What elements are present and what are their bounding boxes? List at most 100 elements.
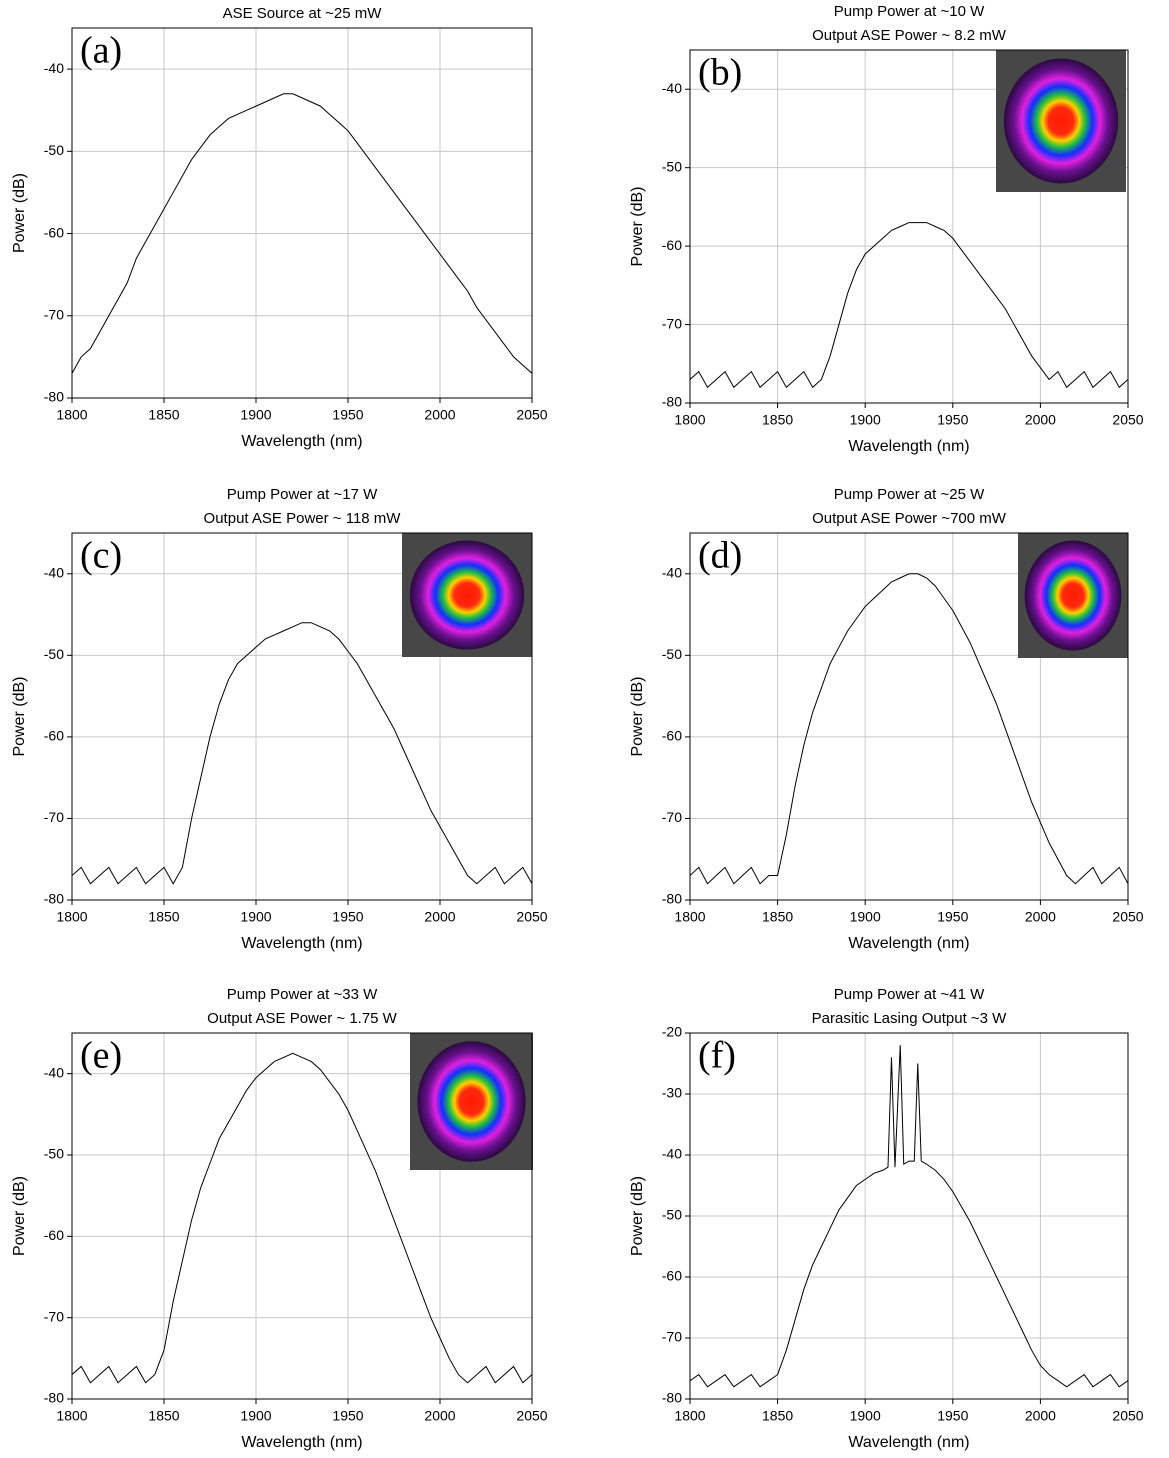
y-axis-label: Power (dB) (11, 1176, 28, 1256)
x-axis-label: Wavelength (nm) (241, 433, 362, 450)
panel-label: (e) (80, 1035, 122, 1077)
x-tick-label: 1800 (674, 412, 705, 428)
chart-title: Pump Power at ~10 W (834, 3, 985, 20)
y-tick-label: -80 (662, 891, 682, 907)
y-axis-label: Power (dB) (629, 1176, 646, 1256)
x-tick-label: 2000 (424, 909, 455, 925)
x-tick-label: 1900 (240, 909, 271, 925)
plot-frame (689, 1032, 1129, 1400)
y-tick-label: -60 (662, 728, 682, 744)
y-tick-label: -40 (662, 1146, 682, 1162)
x-axis-label: Wavelength (nm) (848, 1434, 969, 1451)
x-tick-label: 1850 (762, 909, 793, 925)
y-tick-label: -80 (662, 1390, 682, 1406)
chart-subtitle: Output ASE Power ~ 8.2 mW (812, 27, 1007, 44)
y-tick-label: -70 (662, 809, 682, 825)
panel-label: (a) (80, 30, 122, 72)
x-tick-label: 1900 (850, 1408, 881, 1424)
panel-label: (d) (698, 535, 742, 577)
y-tick-label: -60 (662, 1268, 682, 1284)
chart-subtitle: Parasitic Lasing Output ~3 W (812, 1010, 1008, 1027)
y-tick-label: -30 (662, 1085, 682, 1101)
x-tick-label: 1800 (56, 909, 87, 925)
x-tick-label: 1900 (850, 909, 881, 925)
x-axis-label: Wavelength (nm) (241, 935, 362, 952)
x-tick-label: 2000 (424, 1408, 455, 1424)
y-tick-label: -70 (662, 1329, 682, 1345)
x-tick-label: 1800 (674, 909, 705, 925)
plot-frame (689, 532, 1129, 901)
x-tick-label: 2000 (1025, 1408, 1056, 1424)
y-tick-label: -50 (662, 646, 682, 662)
plot-frame (689, 49, 1129, 404)
spectrum-line (690, 573, 1128, 885)
x-tick-label: 2000 (1025, 412, 1056, 428)
x-tick-label: 1900 (240, 407, 271, 423)
y-tick-label: -70 (662, 315, 682, 331)
chart-title: ASE Source at ~25 mW (223, 5, 383, 22)
y-tick-label: -80 (44, 389, 64, 405)
plot-frame (71, 532, 533, 901)
y-axis-label: Power (dB) (11, 676, 28, 756)
x-tick-label: 1950 (332, 1408, 363, 1424)
spectrum-line (72, 1052, 532, 1384)
x-axis-label: Wavelength (nm) (848, 438, 969, 455)
x-tick-label: 1850 (148, 407, 179, 423)
plot-frame (71, 27, 533, 399)
spectrum-line (72, 622, 532, 885)
y-tick-label: -50 (662, 158, 682, 174)
chart-subtitle: Output ASE Power ~700 mW (812, 510, 1007, 527)
x-tick-label: 2000 (424, 407, 455, 423)
x-tick-label: 1950 (937, 412, 968, 428)
y-tick-label: -70 (44, 306, 64, 322)
y-tick-label: -40 (44, 60, 64, 76)
y-tick-label: -40 (44, 1064, 64, 1080)
y-tick-label: -40 (662, 80, 682, 96)
plot-frame (71, 1032, 533, 1400)
y-tick-label: -50 (44, 1146, 64, 1162)
y-tick-label: -40 (662, 564, 682, 580)
panel-label: (f) (698, 1035, 736, 1077)
x-tick-label: 1850 (148, 909, 179, 925)
spectrum-line (690, 1045, 1128, 1388)
y-axis-label: Power (dB) (629, 676, 646, 756)
x-tick-label: 1950 (332, 407, 363, 423)
x-tick-label: 2050 (516, 407, 547, 423)
x-tick-label: 2050 (1112, 1408, 1143, 1424)
x-tick-label: 1800 (56, 407, 87, 423)
x-tick-label: 1800 (56, 1408, 87, 1424)
y-tick-label: -80 (44, 1390, 64, 1406)
beam-profile (1024, 540, 1122, 651)
y-tick-label: -80 (44, 891, 64, 907)
x-tick-label: 2000 (1025, 909, 1056, 925)
chart-title: Pump Power at ~41 W (834, 986, 985, 1003)
chart-title: Pump Power at ~33 W (227, 986, 378, 1003)
x-tick-label: 1950 (937, 909, 968, 925)
x-tick-label: 1850 (148, 1408, 179, 1424)
x-tick-label: 1950 (332, 909, 363, 925)
y-axis-label: Power (dB) (11, 173, 28, 253)
y-tick-label: -50 (44, 142, 64, 158)
x-tick-label: 1900 (240, 1408, 271, 1424)
x-tick-label: 1850 (762, 412, 793, 428)
y-tick-label: -80 (662, 394, 682, 410)
y-tick-label: -50 (662, 1207, 682, 1223)
x-axis-label: Wavelength (nm) (848, 935, 969, 952)
y-tick-label: -70 (44, 1308, 64, 1324)
x-tick-label: 2050 (1112, 909, 1143, 925)
y-tick-label: -60 (44, 728, 64, 744)
y-tick-label: -20 (662, 1024, 682, 1040)
chart-title: Pump Power at ~25 W (834, 486, 985, 503)
y-tick-label: -60 (44, 224, 64, 240)
x-tick-label: 1950 (937, 1408, 968, 1424)
beam-profile (417, 1041, 526, 1162)
chart-subtitle: Output ASE Power ~ 1.75 W (207, 1010, 398, 1027)
y-tick-label: -60 (662, 237, 682, 253)
x-tick-label: 1800 (674, 1408, 705, 1424)
y-tick-label: -60 (44, 1227, 64, 1243)
chart-title: Pump Power at ~17 W (227, 486, 378, 503)
x-tick-label: 2050 (516, 909, 547, 925)
y-axis-label: Power (dB) (629, 186, 646, 266)
x-tick-label: 2050 (1112, 412, 1143, 428)
